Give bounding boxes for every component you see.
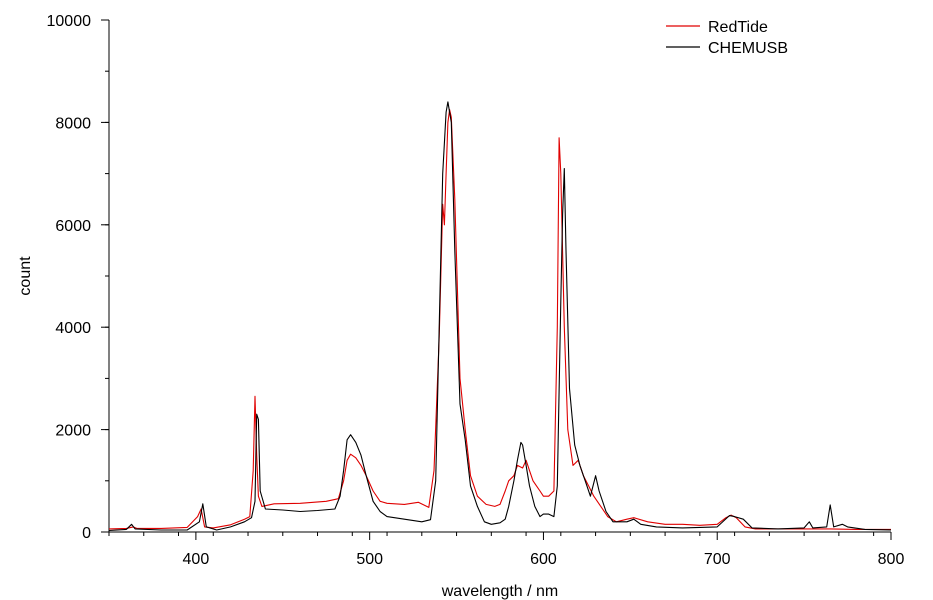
x-axis-title: wavelength / nm <box>441 583 559 600</box>
y-tick-label: 6000 <box>55 218 91 235</box>
y-tick-label: 10000 <box>47 13 92 30</box>
y-tick-label: 4000 <box>55 320 91 337</box>
x-tick-label: 800 <box>878 551 905 568</box>
series-line-redtide <box>108 109 891 530</box>
series-lines <box>108 101 892 532</box>
legend: RedTide CHEMUSB <box>666 19 788 57</box>
y-tick-label: 8000 <box>55 115 91 132</box>
series-line-chemusb <box>108 101 892 532</box>
legend-label-redtide: RedTide <box>708 19 768 36</box>
x-tick-label: 500 <box>356 551 383 568</box>
y-axis-title: count <box>17 256 34 296</box>
y-tick-label: 0 <box>82 525 91 542</box>
x-tick-label: 600 <box>530 551 557 568</box>
x-tick-label: 700 <box>704 551 731 568</box>
y-tick-label: 2000 <box>55 423 91 440</box>
legend-label-chemusb: CHEMUSB <box>708 40 788 57</box>
x-tick-label: 400 <box>183 551 210 568</box>
